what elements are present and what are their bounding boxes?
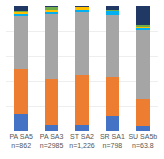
svg-text:ST SA2n=1,226: ST SA2n=1,226: [69, 133, 95, 149]
svg-text:SR SA1n=798: SR SA1n=798: [100, 133, 125, 149]
svg-text:PA SA5n=862: PA SA5n=862: [9, 133, 33, 149]
svg-text:PA SA3n=2985: PA SA3n=2985: [40, 133, 64, 149]
svg-text:SU SA5bn=63.8: SU SA5bn=63.8: [128, 133, 157, 149]
